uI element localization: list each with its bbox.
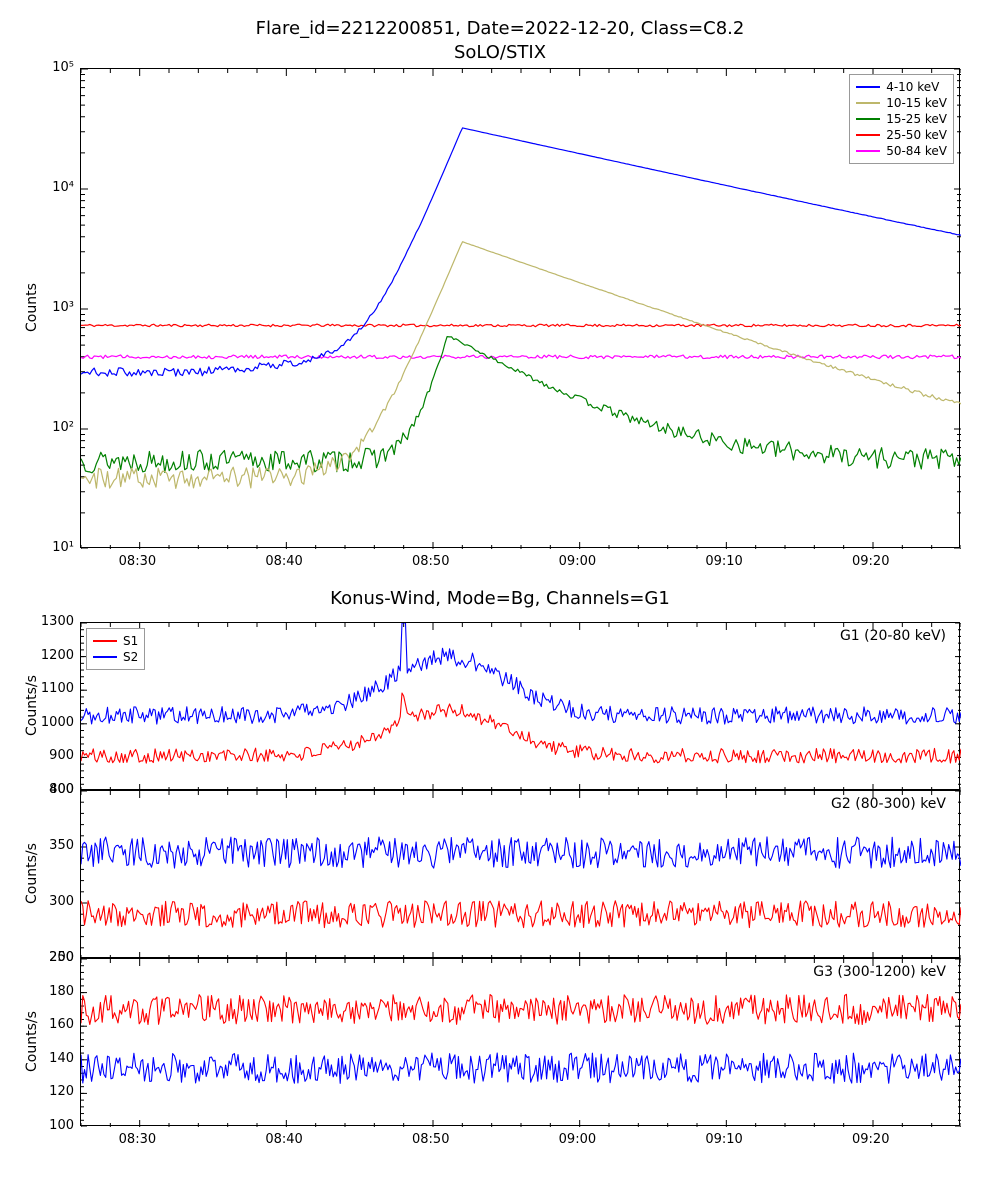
legend-label: S2 — [123, 650, 138, 664]
legend-swatch — [93, 640, 117, 642]
legend-label: 25-50 keV — [886, 128, 947, 142]
x-tick-label: 09:00 — [559, 1132, 596, 1147]
top-title-2: SoLO/STIX — [0, 42, 1000, 63]
y-tick-label: 900 — [49, 748, 74, 763]
y-tick-label: 10² — [52, 420, 74, 435]
legend-swatch — [856, 118, 880, 120]
y-tick-label: 1100 — [41, 681, 74, 696]
stix-ylabel: Counts — [24, 283, 40, 332]
panel-annotation: G1 (20-80 keV) — [840, 628, 946, 644]
legend-item: 25-50 keV — [856, 127, 947, 143]
x-tick-label: 08:30 — [119, 554, 156, 569]
figure: Flare_id=2212200851, Date=2022-12-20, Cl… — [0, 0, 1000, 1200]
legend-swatch — [856, 86, 880, 88]
y-tick-label: 300 — [49, 894, 74, 909]
legend-item: 10-15 keV — [856, 95, 947, 111]
y-tick-label: 10⁵ — [52, 60, 74, 75]
konus-panel-g2 — [80, 790, 960, 958]
panel-annotation: G3 (300-1200) keV — [813, 964, 946, 980]
legend-item: 4-10 keV — [856, 79, 947, 95]
legend-item: 15-25 keV — [856, 111, 947, 127]
konus-title: Konus-Wind, Mode=Bg, Channels=G1 — [0, 588, 1000, 609]
legend-label: 15-25 keV — [886, 112, 947, 126]
legend-swatch — [856, 134, 880, 136]
legend-swatch — [856, 150, 880, 152]
top-title-1: Flare_id=2212200851, Date=2022-12-20, Cl… — [0, 18, 1000, 39]
x-tick-label: 08:50 — [412, 1132, 449, 1147]
y-tick-label: 10³ — [52, 300, 74, 315]
x-tick-label: 09:20 — [852, 1132, 889, 1147]
x-tick-label: 09:10 — [705, 554, 742, 569]
konus-ylabel: Counts/s — [24, 675, 40, 736]
legend-label: 10-15 keV — [886, 96, 947, 110]
y-tick-label: 10¹ — [52, 540, 74, 555]
y-tick-label: 1200 — [41, 648, 74, 663]
konus-panel-g3 — [80, 958, 960, 1126]
y-tick-label: 160 — [49, 1017, 74, 1032]
konus-ylabel: Counts/s — [24, 1011, 40, 1072]
legend-label: S1 — [123, 634, 138, 648]
x-tick-label: 09:10 — [705, 1132, 742, 1147]
legend-swatch — [856, 102, 880, 104]
y-tick-label: 1300 — [41, 614, 74, 629]
konus-panel-g1 — [80, 622, 960, 790]
legend-item: S2 — [93, 649, 138, 665]
y-tick-label: 200 — [49, 950, 74, 965]
legend-item: S1 — [93, 633, 138, 649]
y-tick-label: 180 — [49, 984, 74, 999]
y-tick-label: 100 — [49, 1118, 74, 1133]
x-tick-label: 08:40 — [265, 1132, 302, 1147]
y-tick-label: 120 — [49, 1084, 74, 1099]
x-tick-label: 08:30 — [119, 1132, 156, 1147]
konus-ylabel: Counts/s — [24, 843, 40, 904]
y-tick-label: 400 — [49, 782, 74, 797]
panel-annotation: G2 (80-300) keV — [831, 796, 946, 812]
y-tick-label: 10⁴ — [52, 180, 74, 195]
x-tick-label: 09:00 — [559, 554, 596, 569]
x-tick-label: 08:50 — [412, 554, 449, 569]
legend-label: 50-84 keV — [886, 144, 947, 158]
x-tick-label: 08:40 — [265, 554, 302, 569]
y-tick-label: 1000 — [41, 715, 74, 730]
stix-legend: 4-10 keV 10-15 keV 15-25 keV 25-50 keV 50-84… — [849, 74, 954, 164]
y-tick-label: 140 — [49, 1051, 74, 1066]
legend-label: 4-10 keV — [886, 80, 939, 94]
y-tick-label: 350 — [49, 838, 74, 853]
x-tick-label: 09:20 — [852, 554, 889, 569]
konus-legend: S1S2 — [86, 628, 145, 670]
legend-item: 50-84 keV — [856, 143, 947, 159]
stix-panel — [80, 68, 960, 548]
legend-swatch — [93, 656, 117, 658]
